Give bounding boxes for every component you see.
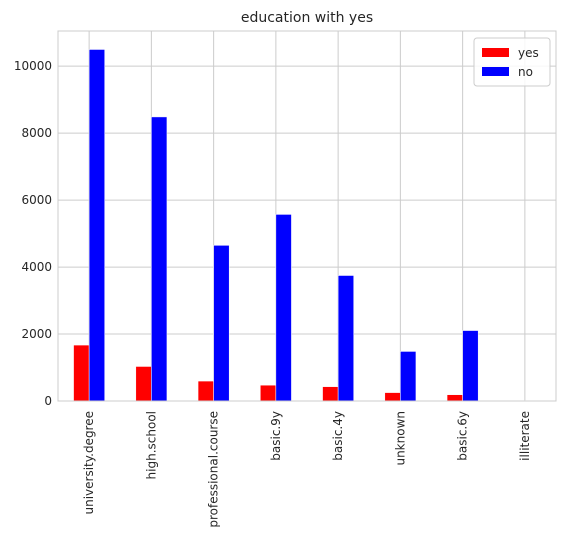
- bar-no-basic.9y: [275, 214, 292, 402]
- bar-yes-high.school: [135, 366, 152, 402]
- legend-swatch-no: [482, 67, 509, 76]
- y-axis-ticks: 0 2000 4000 6000 8000 10000: [14, 59, 52, 408]
- chart-title: education with yes: [241, 10, 373, 26]
- bar-no-professional.course: [213, 245, 230, 402]
- x-axis-ticks: university.degree high.school professional…: [82, 411, 532, 528]
- y-tick-label: 0: [44, 394, 52, 408]
- bar-no-basic.6y: [462, 330, 479, 402]
- x-tick-label: high.school: [144, 411, 158, 479]
- bar-no-basic.4y: [337, 275, 354, 402]
- y-tick-label: 2000: [21, 327, 52, 341]
- y-tick-label: 4000: [21, 260, 52, 274]
- bar-yes-professional.course: [197, 380, 214, 402]
- bar-yes-unknown: [384, 392, 401, 402]
- bar-no-high.school: [151, 116, 168, 402]
- legend-label-yes: yes: [518, 46, 539, 60]
- x-tick-label: illiterate: [518, 411, 532, 461]
- bar-yes-basic.4y: [322, 386, 339, 402]
- bar-no-unknown: [400, 351, 417, 402]
- legend-swatch-yes: [482, 48, 509, 57]
- plot-frame: [57, 30, 557, 402]
- x-tick-label: basic.9y: [269, 411, 283, 461]
- legend-label-no: no: [518, 65, 533, 79]
- y-tick-label: 8000: [21, 126, 52, 140]
- bars: [73, 49, 541, 402]
- y-tick-label: 6000: [21, 193, 52, 207]
- x-tick-label: basic.6y: [456, 411, 470, 461]
- bar-yes-basic.6y: [446, 394, 463, 402]
- y-tick-label: 10000: [14, 59, 52, 73]
- x-tick-label: professional.course: [207, 411, 221, 528]
- x-tick-label: basic.4y: [331, 411, 345, 461]
- bar-yes-basic.9y: [260, 384, 277, 402]
- x-tick-label: unknown: [393, 411, 407, 466]
- bar-yes-university.degree: [73, 344, 90, 402]
- x-tick-label: university.degree: [82, 411, 96, 515]
- legend: yes no: [473, 37, 551, 87]
- bar-no-university.degree: [88, 49, 105, 402]
